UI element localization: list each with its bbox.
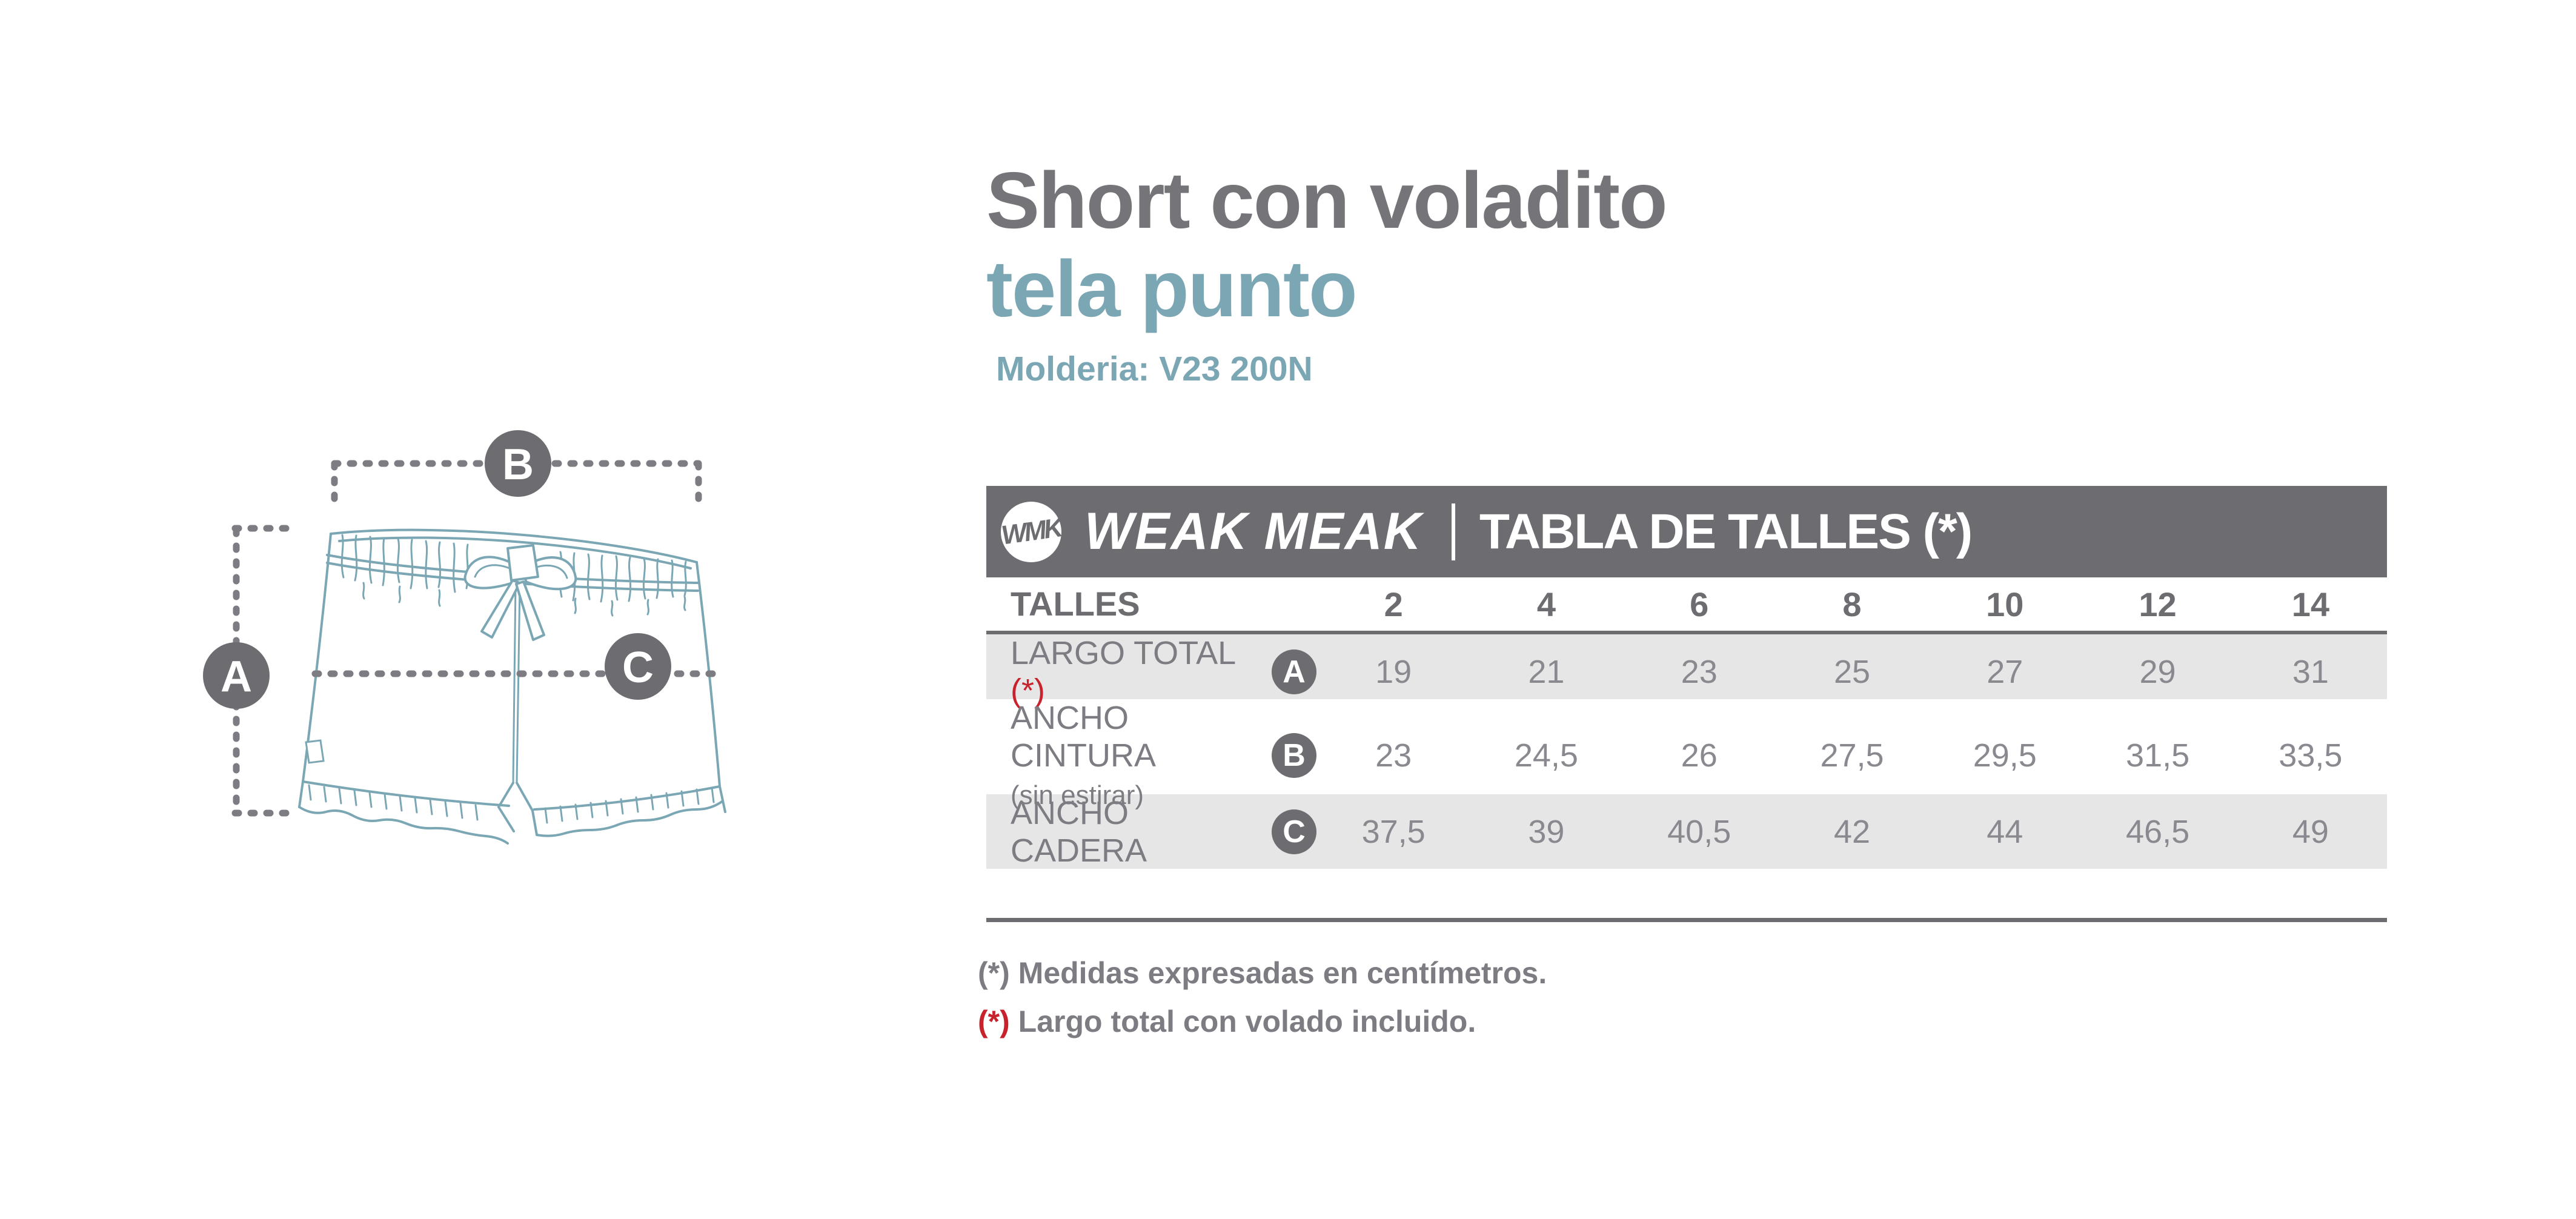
table-cell: 31 bbox=[2292, 654, 2329, 691]
badge-C-circle bbox=[605, 633, 671, 700]
size-col-header: 14 bbox=[2291, 585, 2329, 623]
table-cell: 21 bbox=[1528, 654, 1565, 691]
table-cell: 33,5 bbox=[2279, 737, 2343, 774]
size-col-header: 4 bbox=[1536, 585, 1556, 623]
footnote-marker: (*) bbox=[978, 956, 1010, 990]
brand-name: WEAK MEAK bbox=[1084, 502, 1422, 560]
header-divider-line bbox=[986, 631, 2387, 634]
drawstring-bow bbox=[463, 544, 577, 641]
size-col-header: 10 bbox=[1986, 585, 2024, 623]
footnote-volado: (*) Largo total con volado incluido. bbox=[978, 1005, 1476, 1038]
badge-cell: A bbox=[1271, 649, 1317, 695]
table-cell: 23 bbox=[1375, 737, 1412, 774]
badge-B-circle bbox=[485, 430, 551, 497]
sizes-header-label: TALLES bbox=[1011, 584, 1140, 623]
side-tag bbox=[305, 739, 325, 764]
row-label: ANCHO CADERA bbox=[1011, 795, 1147, 869]
product-subtitle: tela punto bbox=[986, 244, 1358, 333]
title-block: Short con voladito tela punto Molderia: … bbox=[986, 156, 1668, 389]
sizes-header-row: TALLES 2 4 6 8 10 12 14 bbox=[986, 577, 2387, 631]
size-col-header: 8 bbox=[1842, 585, 1862, 623]
ruffle-gathers bbox=[308, 784, 715, 824]
brand-monogram: WMK bbox=[1000, 512, 1063, 551]
table-title: TABLA DE TALLES (*) bbox=[1479, 503, 1973, 559]
size-col-header: 6 bbox=[1690, 585, 1709, 623]
table-row-ancho-cintura: ANCHO CINTURA (sin estirar) B 23 24,5 26… bbox=[986, 699, 2387, 810]
header-separator bbox=[1451, 503, 1455, 560]
badge-cell: C bbox=[1271, 809, 1317, 855]
marker-badges: B A C bbox=[203, 430, 671, 709]
table-cell: 19 bbox=[1375, 654, 1412, 691]
table-row-ancho-cadera: ANCHO CADERA C 37,5 39 40,5 42 44 46,5 4… bbox=[986, 794, 2387, 869]
red-asterisk: (*) bbox=[1011, 673, 1045, 709]
badge-C-letter: C bbox=[622, 643, 654, 692]
footnotes: (*) Medidas expresadas en centímetros. (… bbox=[978, 949, 1547, 1046]
table-cell: 26 bbox=[1681, 737, 1718, 774]
size-col-header: 2 bbox=[1384, 585, 1403, 623]
table-cell: 37,5 bbox=[1361, 814, 1426, 851]
table-header-bar: WMK WEAK MEAK TABLA DE TALLES (*) bbox=[986, 486, 2387, 577]
table-cell: 40,5 bbox=[1667, 814, 1731, 851]
footnote-cm: (*) Medidas expresadas en centímetros. bbox=[978, 956, 1547, 990]
table-cell: 42 bbox=[1833, 814, 1871, 851]
table-cell: 31,5 bbox=[2126, 737, 2190, 774]
shorts-drawing bbox=[298, 528, 726, 845]
table-cell: 24,5 bbox=[1514, 737, 1578, 774]
table-cell: 44 bbox=[1987, 814, 2023, 851]
table-cell: 25 bbox=[1833, 654, 1871, 691]
brand-logo-icon: WMK bbox=[1000, 501, 1063, 562]
row-label: LARGO TOTAL (*) bbox=[1011, 635, 1235, 709]
product-title: Short con voladito bbox=[986, 156, 1668, 245]
table-cell: 29 bbox=[2139, 654, 2176, 691]
row-badge-C: C bbox=[1272, 809, 1316, 855]
shorts-diagram: B A C bbox=[203, 430, 726, 845]
pattern-code: Molderia: V23 200N bbox=[996, 350, 1313, 388]
row-badge-A: A bbox=[1272, 649, 1316, 695]
footnote-marker-red: (*) bbox=[978, 1005, 1010, 1038]
shorts-body-fill bbox=[299, 530, 725, 835]
ruffle-hem bbox=[298, 806, 509, 845]
badge-cell: B bbox=[1271, 733, 1317, 779]
size-table: WMK WEAK MEAK TABLA DE TALLES (*) TALLES… bbox=[986, 486, 2387, 922]
row-badge-B: B bbox=[1272, 733, 1316, 779]
table-cell: 29,5 bbox=[1973, 737, 2037, 774]
badge-A-letter: A bbox=[221, 653, 252, 701]
size-col-header: 12 bbox=[2139, 585, 2177, 623]
badge-B-letter: B bbox=[502, 440, 534, 489]
table-bottom-rule bbox=[986, 918, 2387, 922]
table-cell: 27,5 bbox=[1820, 737, 1884, 774]
table-row-largo-total: LARGO TOTAL (*) A 19 21 23 25 27 29 31 bbox=[986, 634, 2387, 709]
row-label: ANCHO CINTURA (sin estirar) bbox=[1011, 700, 1156, 811]
table-cell: 46,5 bbox=[2126, 814, 2190, 851]
badge-A-circle bbox=[203, 642, 270, 709]
table-cell: 23 bbox=[1681, 654, 1718, 691]
table-cell: 39 bbox=[1528, 814, 1565, 851]
dim-line-B bbox=[331, 460, 702, 505]
table-cell: 27 bbox=[1987, 654, 2023, 691]
waistband-gathers bbox=[340, 534, 687, 617]
row-sublabel: (sin estirar) bbox=[1011, 780, 1144, 811]
table-cell: 49 bbox=[2292, 814, 2329, 851]
